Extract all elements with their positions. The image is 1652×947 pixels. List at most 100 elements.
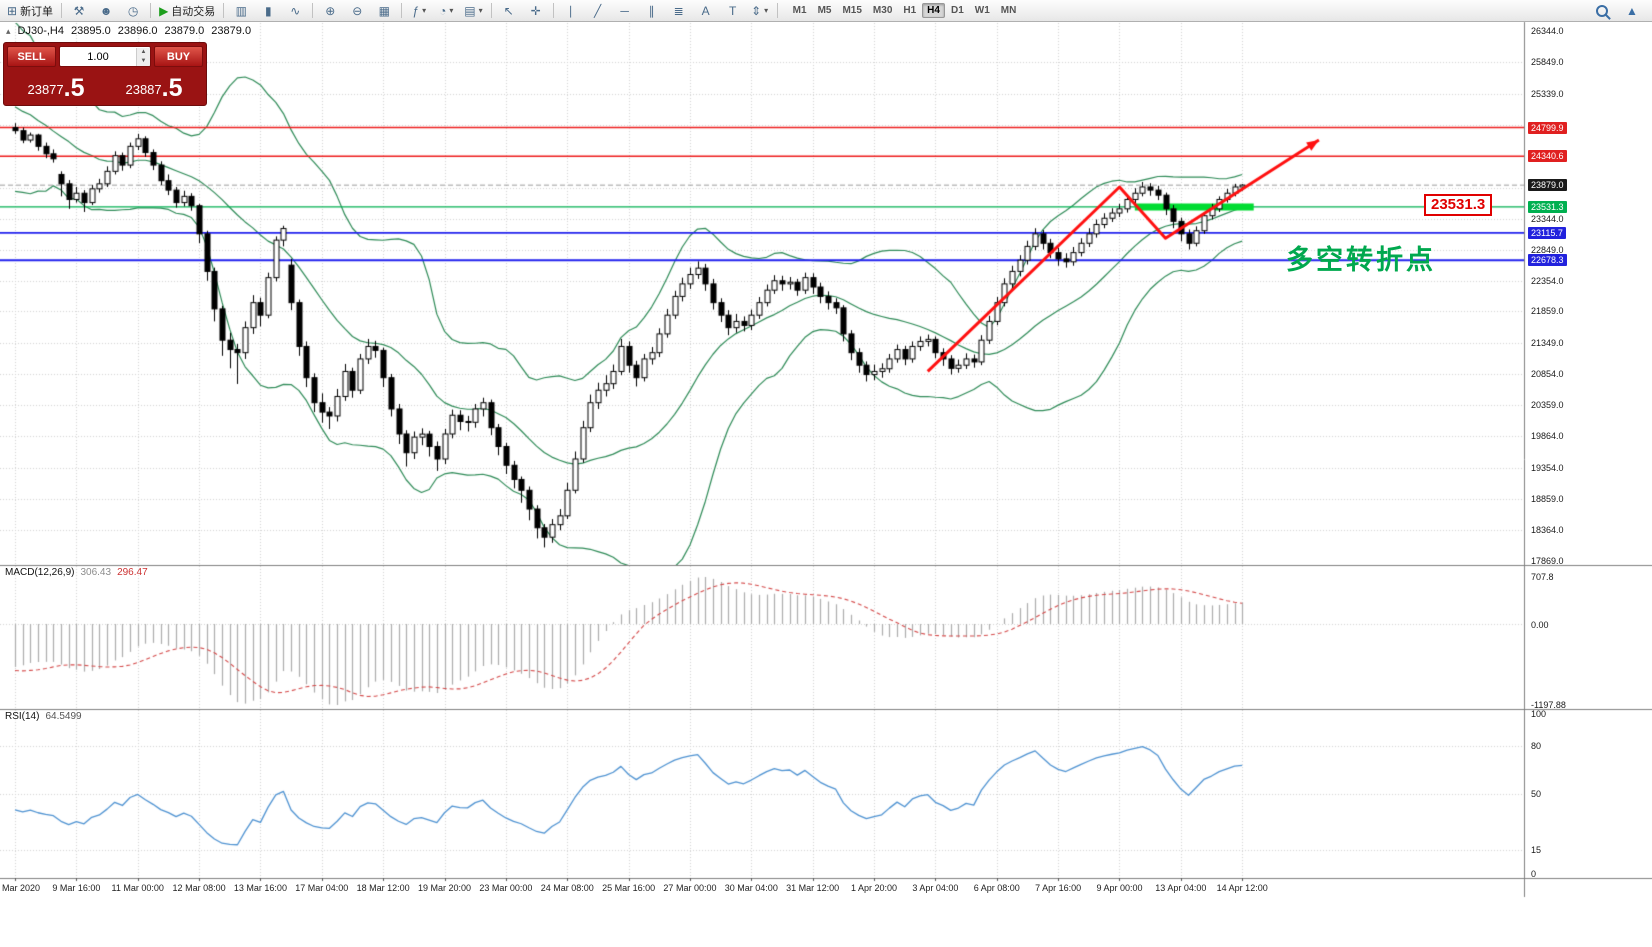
search-button[interactable] <box>1589 1 1615 21</box>
time-axis-label: 17 Mar 04:00 <box>295 883 349 893</box>
periods-icon: ◔ <box>439 3 447 18</box>
bar-chart-mode-icon: ▥ <box>235 3 247 18</box>
zoom-in-button[interactable]: ⊕ <box>317 1 343 21</box>
cursor-button[interactable]: ↖ <box>496 1 522 21</box>
bar-chart-mode-button[interactable]: ▥ <box>228 1 254 21</box>
timeframe-m30-button[interactable]: M30 <box>872 5 893 16</box>
rsi-axis-label: 0 <box>1531 869 1537 879</box>
dropdown-caret-icon: ▾ <box>422 6 427 15</box>
time-axis-label: 24 Mar 08:00 <box>540 883 594 893</box>
trendline-button[interactable]: ╱ <box>585 1 611 21</box>
history-center-button[interactable]: ◷ <box>120 1 146 21</box>
tile-windows-button[interactable]: ▦ <box>371 1 397 21</box>
horizontal-line-icon: ─ <box>620 3 629 18</box>
macd-axis-label: -1197.88 <box>1531 700 1566 710</box>
time-axis-label: 13 Apr 04:00 <box>1155 883 1207 893</box>
ohlc-close: 23879.0 <box>211 25 252 37</box>
rsi-axis-label: 15 <box>1531 845 1542 855</box>
macd-axis-label: 0.00 <box>1531 619 1549 630</box>
equidistant-channel-button[interactable]: ∥ <box>639 1 665 21</box>
ohlc-low: 23879.0 <box>164 25 205 37</box>
time-axis-label: 7 Apr 16:00 <box>1035 883 1082 893</box>
timeframe-h1-button[interactable]: H1 <box>903 5 917 16</box>
price-axis-label: 20854.0 <box>1531 369 1564 380</box>
text-button[interactable]: A <box>693 1 719 21</box>
buy-button[interactable]: BUY <box>154 46 203 67</box>
price-axis-label: 18859.0 <box>1531 494 1564 505</box>
new-order-button[interactable]: ⊞ 新订单 <box>3 1 57 21</box>
rsi-value: 64.5499 <box>45 711 82 722</box>
dropdown-caret-icon: ▾ <box>478 6 483 15</box>
expert-tools-button[interactable]: ⚒ <box>66 1 92 21</box>
line-chart-mode-button[interactable]: ∿ <box>282 1 308 21</box>
sell-price-button[interactable]: 23877.5 <box>7 70 105 102</box>
sell-price-main: 23877 <box>27 82 64 97</box>
price-axis-label: 20359.0 <box>1531 400 1564 411</box>
one-click-collapse-icon[interactable]: ▴ <box>6 25 11 36</box>
time-axis-label: 9 Mar 16:00 <box>52 883 101 893</box>
indicators-icon: ƒ <box>412 3 420 18</box>
trendline-icon: ╱ <box>594 3 602 18</box>
toolbar-separator <box>776 3 778 18</box>
toolbar: ⊞ 新订单 ⚒ ☻ ◷ ▶ 自动交易 ▥ ▮ ∿ ⊕ ⊖ ▦ ƒ ▾ ◔ ▾ ▤ ▾ ↖ ✛ ∣ ╱ ─ ∥ ≣ A T ⇕ ▾ M1 M5 M… <box>0 0 1652 22</box>
zoom-out-button[interactable]: ⊖ <box>344 1 370 21</box>
timeframe-w1-button[interactable]: W1 <box>974 5 990 16</box>
tile-windows-icon: ▦ <box>378 3 390 18</box>
price-axis-label: 17869.0 <box>1531 556 1564 566</box>
autotrading-icon: ▶ <box>159 3 169 18</box>
equidistant-channel-icon: ∥ <box>648 3 655 18</box>
arrows-icon: ⇕ <box>751 3 762 18</box>
price-axis-label: 21859.0 <box>1531 306 1564 317</box>
volume-down-icon[interactable]: ▼ <box>137 56 150 66</box>
templates-button[interactable]: ▤ ▾ <box>460 1 486 21</box>
indicators-button[interactable]: ƒ ▾ <box>406 1 432 21</box>
macd-main-value: 306.43 <box>80 567 112 578</box>
periods-button[interactable]: ◔ ▾ <box>433 1 459 21</box>
buy-price-main: 23887 <box>125 82 162 97</box>
templates-icon: ▤ <box>464 3 476 18</box>
timeframe-h4-button[interactable]: H4 <box>922 3 945 18</box>
vertical-line-button[interactable]: ∣ <box>558 1 584 21</box>
fibonacci-button[interactable]: ≣ <box>666 1 692 21</box>
volume-up-icon[interactable]: ▲ <box>137 47 150 57</box>
toolbar-separator <box>150 3 152 18</box>
macd-indicator-label: MACD(12,26,9) 306.43 296.47 <box>5 567 148 578</box>
horizontal-line-button[interactable]: ─ <box>612 1 638 21</box>
annotation-text[interactable]: 多空转折点 <box>1286 245 1436 275</box>
line-chart-mode-icon: ∿ <box>290 3 301 18</box>
search-icon <box>1596 4 1608 17</box>
cursor-icon: ↖ <box>503 3 514 18</box>
buy-price-button[interactable]: 23887.5 <box>105 70 203 102</box>
toolbar-separator <box>552 3 554 18</box>
autotrading-button[interactable]: ▶ 自动交易 <box>155 1 219 21</box>
zoom-out-icon: ⊖ <box>352 3 363 18</box>
macd-axis-label: 707.8 <box>1531 572 1554 582</box>
vertical-line-icon: ∣ <box>567 3 574 18</box>
crosshair-button[interactable]: ✛ <box>523 1 549 21</box>
timeframe-m15-button[interactable]: M15 <box>842 5 862 16</box>
sell-button[interactable]: SELL <box>7 46 56 67</box>
toolbar-separator <box>490 3 492 18</box>
time-axis-label: 1 Apr 20:00 <box>851 883 898 893</box>
ohlc-open: 23895.0 <box>71 25 111 37</box>
time-axis-label: 14 Apr 12:00 <box>1216 883 1268 893</box>
one-click-trading-panel: SELL ▲ ▼ BUY 23877.5 23887.5 <box>3 42 207 106</box>
time-axis-label: 18 Mar 12:00 <box>356 883 410 893</box>
timeframe-d1-button[interactable]: D1 <box>950 5 964 16</box>
price-callout-label[interactable]: 23531.3 <box>1424 194 1493 216</box>
timeframe-m1-button[interactable]: M1 <box>792 5 807 16</box>
quick-nav-button[interactable]: ▲ <box>1619 1 1645 21</box>
time-axis-label: 9 Apr 00:00 <box>1096 883 1143 893</box>
timeframe-mn-button[interactable]: MN <box>1000 5 1017 16</box>
volume-input[interactable] <box>60 49 136 64</box>
timeframe-m5-button[interactable]: M5 <box>817 5 832 16</box>
time-axis-label: 19 Mar 20:00 <box>417 883 472 893</box>
sell-price-pips: .5 <box>63 74 85 102</box>
arrows-button[interactable]: ⇕ ▾ <box>747 1 773 21</box>
candlestick-mode-button[interactable]: ▮ <box>255 1 281 21</box>
profile-button[interactable]: ☻ <box>93 1 119 21</box>
quick-nav-icon: ▲ <box>1626 3 1638 18</box>
fibonacci-icon: ≣ <box>673 3 684 18</box>
text-label-button[interactable]: T <box>720 1 746 21</box>
